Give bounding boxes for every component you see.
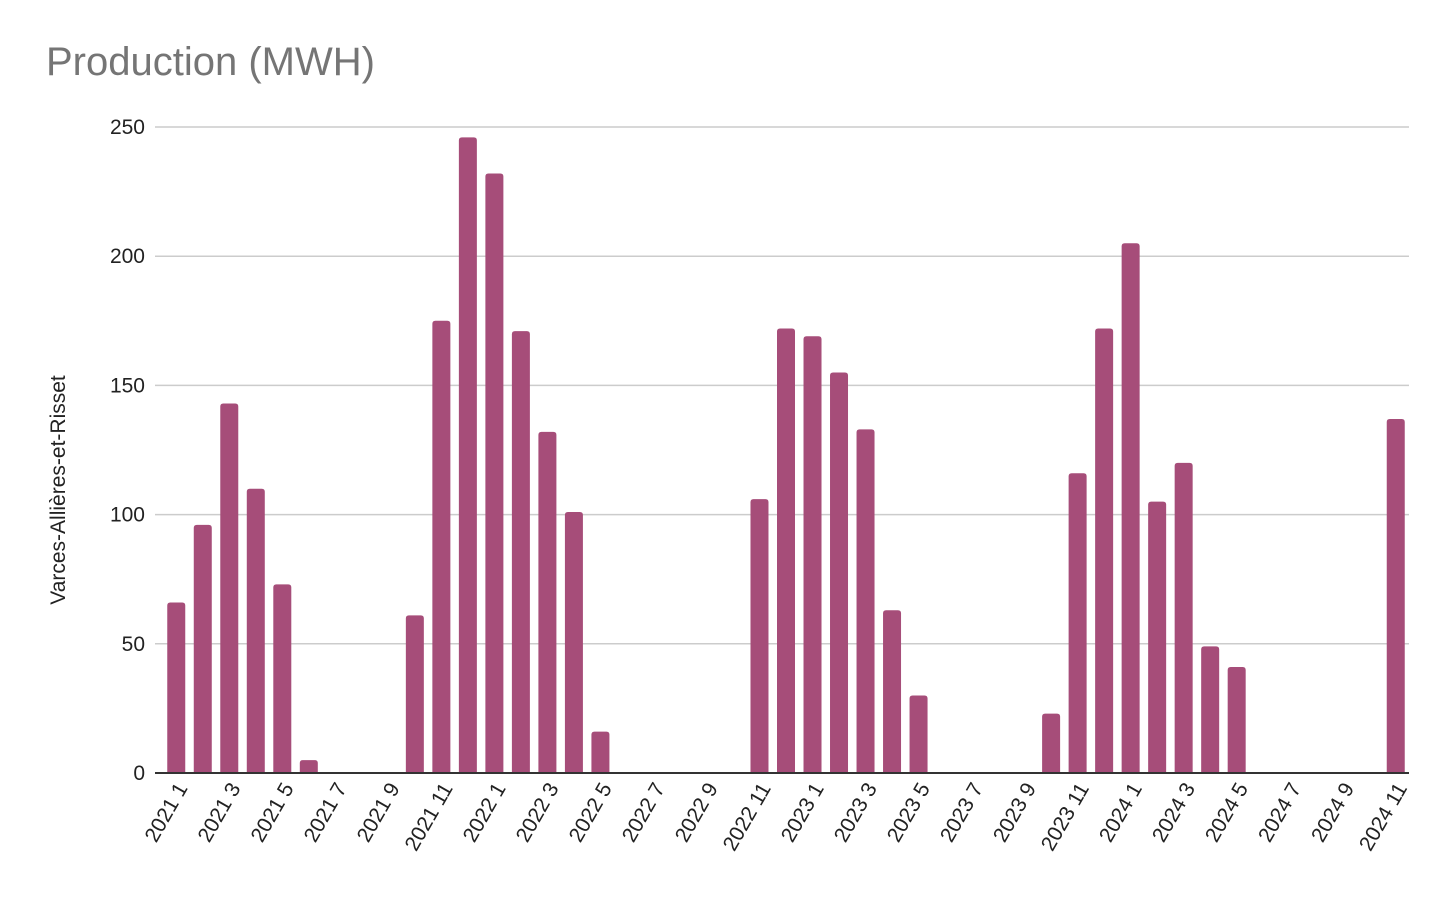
bar [432, 320, 451, 773]
x-tick-label: 2023 7 [936, 779, 988, 846]
bar [591, 731, 610, 773]
x-tick-label: 2023 9 [989, 779, 1041, 846]
x-tick-label: 2024 1 [1095, 779, 1147, 846]
y-tick-label: 200 [110, 245, 145, 268]
y-tick-label: 50 [122, 633, 145, 656]
x-tick-label: 2023 1 [777, 779, 829, 846]
y-tick-label: 150 [110, 374, 145, 397]
x-tick-label: 2024 7 [1254, 779, 1306, 846]
bar [538, 431, 557, 773]
bar [564, 512, 583, 773]
bar [1227, 667, 1246, 773]
bar [830, 372, 849, 773]
bar [1121, 243, 1140, 773]
x-tick-label: 2021 11 [401, 779, 458, 855]
bar [485, 173, 504, 774]
x-tick-label: 2023 11 [1037, 779, 1094, 855]
y-axis-label: Varces-Allières-et-Risset [47, 375, 70, 605]
x-tick-label: 2021 7 [300, 779, 352, 846]
bar [1068, 473, 1087, 773]
x-tick-label: 2021 1 [141, 779, 193, 846]
bar [1174, 462, 1193, 773]
bar [273, 584, 292, 773]
x-tick-label: 2021 9 [353, 779, 405, 846]
bar [405, 615, 424, 773]
bar [1201, 646, 1220, 773]
bar [856, 429, 875, 773]
bar [803, 336, 822, 773]
bar [246, 488, 265, 773]
bar [750, 499, 769, 773]
bar [777, 328, 795, 773]
bar [511, 331, 530, 773]
bar [1386, 418, 1405, 773]
x-tick-label: 2022 3 [512, 779, 564, 846]
bar [220, 403, 239, 773]
bar [1042, 713, 1061, 773]
y-tick-label: 0 [133, 762, 145, 785]
bar [1148, 501, 1167, 773]
bar [458, 137, 477, 773]
chart-title: Production (MWH) [46, 40, 375, 84]
bar [299, 760, 318, 773]
y-tick-label: 100 [110, 504, 145, 527]
bar [193, 524, 212, 773]
x-tick-label: 2024 11 [1355, 779, 1412, 855]
x-tick-label: 2024 3 [1148, 779, 1200, 846]
x-tick-label: 2024 9 [1307, 779, 1359, 846]
x-tick-label: 2021 3 [194, 779, 246, 846]
x-tick-label: 2024 5 [1201, 779, 1253, 846]
x-tick-label: 2022 11 [719, 779, 776, 855]
bar [167, 602, 186, 773]
x-tick-label: 2022 9 [671, 779, 723, 846]
bar [1095, 328, 1114, 773]
x-tick-label: 2022 7 [618, 779, 670, 846]
x-tick-label: 2022 1 [459, 779, 511, 846]
x-tick-label: 2023 5 [883, 779, 935, 846]
bar [883, 610, 902, 773]
bar [909, 695, 928, 773]
x-tick-label: 2022 5 [565, 779, 617, 846]
x-tick-label: 2023 3 [830, 779, 882, 846]
y-tick-label: 250 [110, 116, 145, 139]
x-tick-label: 2021 5 [247, 779, 299, 846]
